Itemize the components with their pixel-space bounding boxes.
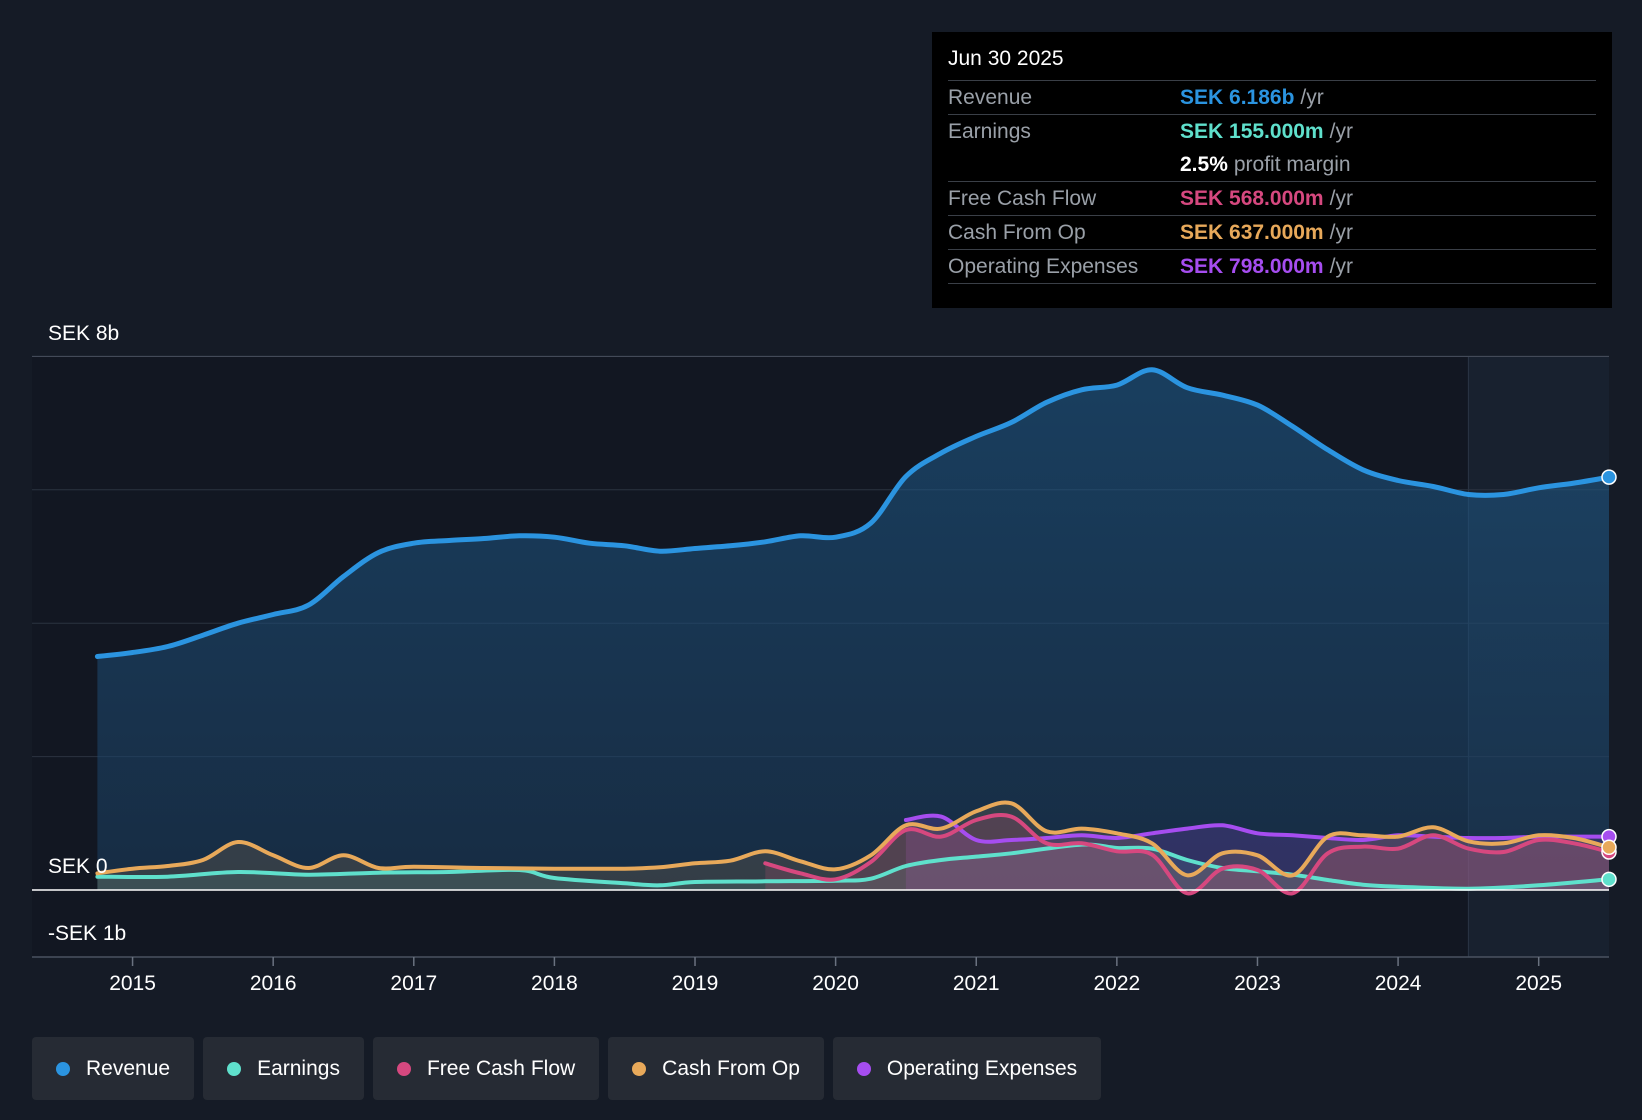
tooltip-value-earnings: SEK 155.000m (1180, 119, 1324, 143)
legend-dot-earnings (227, 1061, 242, 1076)
tooltip-label-fcf: Free Cash Flow (948, 186, 1097, 210)
tooltip-row-earnings: Earnings SEK 155.000m /yr (948, 114, 1596, 148)
legend-item-cfo[interactable]: Cash From Op (608, 1037, 824, 1100)
series-line-revenue (94, 367, 1612, 659)
y-tick-label: SEK 8b (48, 322, 119, 345)
tooltip-label-cfo: Cash From Op (948, 220, 1086, 244)
x-tick-label: 2024 (1375, 972, 1422, 995)
series-line-cfo (95, 800, 1611, 878)
x-tick-label: 2018 (531, 972, 578, 995)
x-tick-label: 2019 (672, 972, 719, 995)
tooltip-panel: Jun 30 2025 Revenue SEK 6.186b /yr Earni… (932, 32, 1612, 308)
legend-label-opex: Operating Expenses (886, 1056, 1078, 1080)
x-tick-label: 2023 (1234, 972, 1281, 995)
tooltip-unit-margin: profit margin (1233, 152, 1351, 176)
y-tick-label: -SEK 1b (48, 922, 126, 945)
legend-label-earnings: Earnings (257, 1056, 340, 1080)
legend-dot-fcf (396, 1061, 411, 1076)
y-tick-label: SEK 0 (48, 855, 108, 878)
x-tick-label: 2022 (1093, 972, 1140, 995)
legend-item-revenue[interactable]: Revenue (32, 1037, 195, 1100)
area-fcf (765, 814, 1609, 894)
series-line-fcf (763, 813, 1611, 896)
legend-label-fcf: Free Cash Flow (426, 1056, 576, 1080)
legend-dot-cfo (632, 1061, 647, 1076)
tooltip-row-opex: Operating Expenses SEK 798.000m /yr (948, 249, 1596, 283)
legend: Revenue Earnings Free Cash Flow Cash Fro… (32, 1037, 1102, 1100)
legend-label-cfo: Cash From Op (662, 1056, 800, 1080)
tooltip-label-earnings: Earnings (948, 119, 1031, 143)
tooltip-unit-fcf: /yr (1329, 186, 1353, 210)
tooltip-label-revenue: Revenue (948, 85, 1033, 109)
endpoint-dot-earnings[interactable] (1601, 871, 1617, 888)
endpoint-dot-revenue[interactable] (1601, 469, 1617, 485)
tooltip-unit-cfo: /yr (1329, 220, 1353, 244)
tooltip-unit-revenue: /yr (1300, 85, 1324, 109)
series-line-opex (903, 813, 1611, 844)
legend-dot-revenue (56, 1061, 70, 1076)
x-tick-label: 2020 (812, 972, 859, 995)
tooltip-value-margin: 2.5% (1180, 152, 1228, 176)
legend-item-fcf[interactable]: Free Cash Flow (372, 1037, 600, 1100)
area-opex (905, 815, 1609, 890)
tooltip-value-opex: SEK 798.000m (1180, 254, 1324, 278)
tooltip-value-revenue: SEK 6.186b (1180, 85, 1295, 109)
tooltip-unit-earnings: /yr (1329, 119, 1353, 143)
tooltip-unit-opex: /yr (1329, 254, 1353, 278)
tooltip-value-fcf: SEK 568.000m (1180, 186, 1324, 210)
legend-label-revenue: Revenue (86, 1056, 171, 1080)
area-earnings (97, 844, 1609, 890)
x-tick-label: 2025 (1515, 972, 1562, 995)
tooltip-row-fcf: Free Cash Flow SEK 568.000m /yr (948, 181, 1596, 215)
legend-item-opex[interactable]: Operating Expenses (832, 1037, 1102, 1100)
tooltip-row-margin: 2.5% profit margin (948, 148, 1596, 181)
tooltip-label-opex: Operating Expenses (948, 254, 1139, 278)
x-tick-label: 2021 (953, 972, 1000, 995)
legend-item-earnings[interactable]: Earnings (203, 1037, 364, 1100)
series-line-earnings (95, 842, 1611, 891)
endpoint-dot-cfo[interactable] (1601, 839, 1617, 856)
legend-dot-opex (856, 1061, 871, 1076)
x-tick-label: 2015 (109, 972, 156, 995)
tooltip-row-cfo: Cash From Op SEK 637.000m /yr (948, 215, 1596, 249)
area-revenue (97, 369, 1609, 890)
x-tick-label: 2017 (390, 972, 437, 995)
tooltip-date: Jun 30 2025 (948, 47, 1064, 70)
tooltip-value-cfo: SEK 637.000m (1180, 220, 1324, 244)
x-tick-label: 2016 (250, 972, 297, 995)
tooltip-bottom-rule (948, 283, 1596, 284)
tooltip-row-revenue: Revenue SEK 6.186b /yr (948, 80, 1596, 114)
